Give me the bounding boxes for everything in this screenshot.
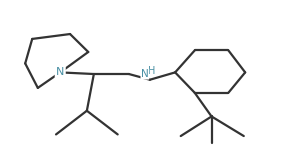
Text: H: H — [148, 66, 155, 76]
Text: N: N — [56, 67, 65, 77]
Text: N: N — [141, 69, 149, 79]
